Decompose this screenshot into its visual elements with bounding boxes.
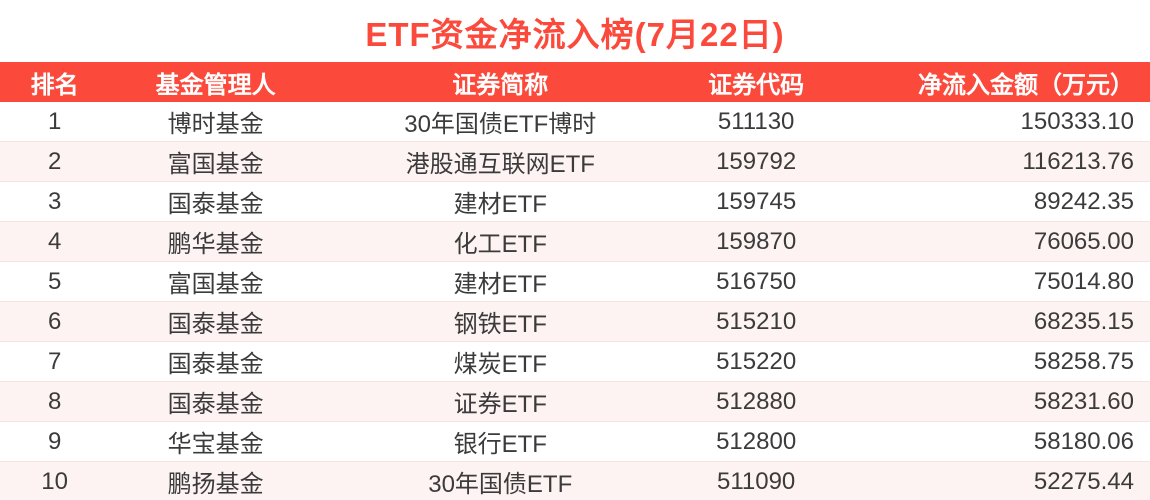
table-row: 9 华宝基金 银行ETF 512800 58180.06 xyxy=(0,421,1150,462)
net-inflow-cell: 150333.10 xyxy=(833,102,1150,142)
rank-cell: 10 xyxy=(0,461,110,500)
security-name-cell: 煤炭ETF xyxy=(322,341,679,382)
net-inflow-cell: 76065.00 xyxy=(833,221,1150,262)
net-inflow-cell: 58231.60 xyxy=(833,381,1150,422)
column-header-4: 净流入金额（万元） xyxy=(833,62,1150,102)
column-header-3: 证券代码 xyxy=(678,62,834,102)
manager-cell: 华宝基金 xyxy=(109,421,322,462)
net-inflow-cell: 75014.80 xyxy=(833,261,1150,302)
table-row: 10 鹏扬基金 30年国债ETF 511090 52275.44 xyxy=(0,461,1150,500)
etf-ranking-table: 排名 基金管理人 证券简称 证券代码 净流入金额（万元） 1 博时基金 30年国债ETF博时… xyxy=(0,62,1150,500)
manager-cell: 富国基金 xyxy=(109,261,322,302)
table-header-row: 排名 基金管理人 证券简称 证券代码 净流入金额（万元） xyxy=(0,62,1150,102)
rank-cell: 4 xyxy=(0,221,110,262)
rank-cell: 8 xyxy=(0,381,110,422)
net-inflow-cell: 116213.76 xyxy=(833,141,1150,182)
table-head: 排名 基金管理人 证券简称 证券代码 净流入金额（万元） xyxy=(0,62,1150,102)
manager-cell: 富国基金 xyxy=(109,141,322,182)
column-header-2: 证券简称 xyxy=(322,62,679,102)
security-code-cell: 512800 xyxy=(678,421,834,462)
security-code-cell: 516750 xyxy=(678,261,834,302)
security-name-cell: 银行ETF xyxy=(322,421,679,462)
table-row: 8 国泰基金 证券ETF 512880 58231.60 xyxy=(0,381,1150,422)
column-header-1: 基金管理人 xyxy=(109,62,322,102)
table-body: 1 博时基金 30年国债ETF博时 511130 150333.10 2 富国基金 港股通互联… xyxy=(0,102,1150,500)
security-name-cell: 建材ETF xyxy=(322,261,679,302)
manager-cell: 博时基金 xyxy=(109,102,322,142)
manager-cell: 鹏华基金 xyxy=(109,221,322,262)
net-inflow-cell: 89242.35 xyxy=(833,181,1150,222)
manager-cell: 国泰基金 xyxy=(109,381,322,422)
net-inflow-cell: 52275.44 xyxy=(833,461,1150,500)
security-code-cell: 159870 xyxy=(678,221,834,262)
manager-cell: 国泰基金 xyxy=(109,341,322,382)
rank-cell: 3 xyxy=(0,181,110,222)
security-name-cell: 钢铁ETF xyxy=(322,301,679,342)
table-row: 5 富国基金 建材ETF 516750 75014.80 xyxy=(0,261,1150,302)
rank-cell: 5 xyxy=(0,261,110,302)
net-inflow-cell: 58180.06 xyxy=(833,421,1150,462)
security-code-cell: 511090 xyxy=(678,461,834,500)
rank-cell: 6 xyxy=(0,301,110,342)
table-row: 1 博时基金 30年国债ETF博时 511130 150333.10 xyxy=(0,102,1150,142)
security-name-cell: 建材ETF xyxy=(322,181,679,222)
table-row: 4 鹏华基金 化工ETF 159870 76065.00 xyxy=(0,221,1150,262)
manager-cell: 鹏扬基金 xyxy=(109,461,322,500)
security-code-cell: 512880 xyxy=(678,381,834,422)
manager-cell: 国泰基金 xyxy=(109,301,322,342)
security-name-cell: 化工ETF xyxy=(322,221,679,262)
security-code-cell: 515210 xyxy=(678,301,834,342)
security-name-cell: 证券ETF xyxy=(322,381,679,422)
security-name-cell: 30年国债ETF博时 xyxy=(322,102,679,142)
security-name-cell: 30年国债ETF xyxy=(322,461,679,500)
table-row: 2 富国基金 港股通互联网ETF 159792 116213.76 xyxy=(0,141,1150,182)
rank-cell: 7 xyxy=(0,341,110,382)
net-inflow-cell: 58258.75 xyxy=(833,341,1150,382)
table-row: 3 国泰基金 建材ETF 159745 89242.35 xyxy=(0,181,1150,222)
rank-cell: 2 xyxy=(0,141,110,182)
security-code-cell: 159745 xyxy=(678,181,834,222)
manager-cell: 国泰基金 xyxy=(109,181,322,222)
security-code-cell: 511130 xyxy=(678,102,834,142)
rank-cell: 9 xyxy=(0,421,110,462)
security-name-cell: 港股通互联网ETF xyxy=(322,141,679,182)
table-row: 6 国泰基金 钢铁ETF 515210 68235.15 xyxy=(0,301,1150,342)
security-code-cell: 159792 xyxy=(678,141,834,182)
net-inflow-cell: 68235.15 xyxy=(833,301,1150,342)
page-title: ETF资金净流入榜(7月22日) xyxy=(365,16,785,53)
column-header-0: 排名 xyxy=(0,62,110,102)
security-code-cell: 515220 xyxy=(678,341,834,382)
rank-cell: 1 xyxy=(0,102,110,142)
table-row: 7 国泰基金 煤炭ETF 515220 58258.75 xyxy=(0,341,1150,382)
